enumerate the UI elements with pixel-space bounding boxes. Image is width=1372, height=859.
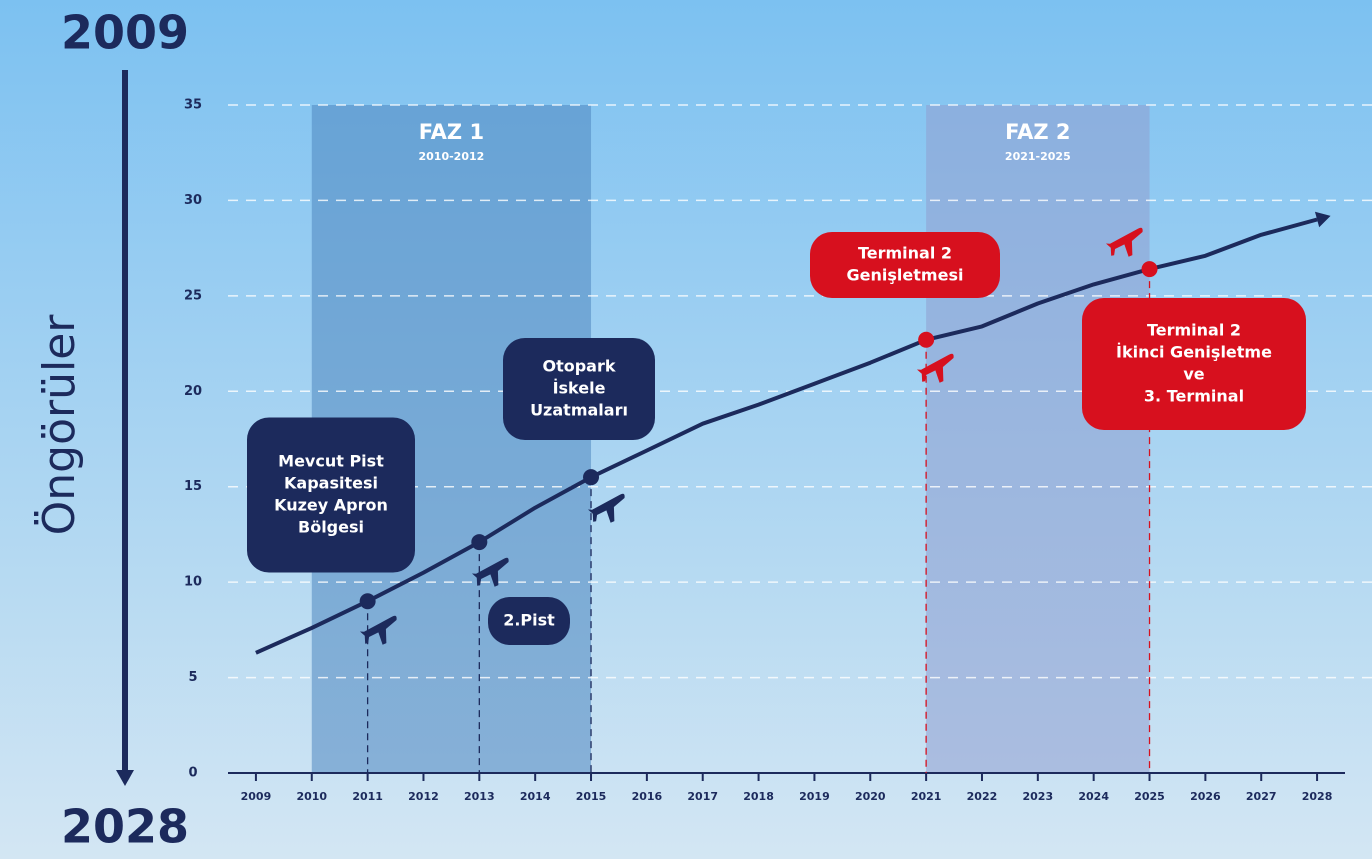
milestone-text: Terminal 2 bbox=[858, 244, 952, 263]
plane-icon bbox=[587, 493, 625, 523]
milestone-box bbox=[488, 597, 570, 645]
y-tick-label: 30 bbox=[184, 193, 202, 208]
phase-period: 2021-2025 bbox=[1005, 150, 1071, 163]
x-tick-label: 2012 bbox=[408, 790, 439, 803]
timeline-arrow-head bbox=[116, 770, 134, 786]
x-tick-label: 2020 bbox=[855, 790, 886, 803]
x-tick-label: 2013 bbox=[464, 790, 495, 803]
y-tick-label: 10 bbox=[184, 575, 202, 590]
y-tick-label: 35 bbox=[184, 98, 202, 113]
milestone-text: İskele bbox=[553, 379, 606, 398]
milestone-text: Mevcut Pist bbox=[278, 452, 384, 471]
trend-arrow-head bbox=[1314, 211, 1331, 228]
milestone-box bbox=[503, 338, 655, 440]
milestone-marker bbox=[471, 534, 488, 551]
milestone-text: Kapasitesi bbox=[284, 474, 378, 493]
x-tick-label: 2022 bbox=[967, 790, 998, 803]
x-tick-label: 2015 bbox=[576, 790, 607, 803]
milestone-marker bbox=[1141, 261, 1158, 278]
x-tick-label: 2014 bbox=[520, 790, 551, 803]
x-tick-label: 2025 bbox=[1134, 790, 1165, 803]
milestone-box bbox=[810, 232, 1000, 298]
x-tick-label: 2017 bbox=[687, 790, 718, 803]
x-tick-label: 2011 bbox=[352, 790, 383, 803]
phase-period: 2010-2012 bbox=[419, 150, 485, 163]
x-tick-label: 2016 bbox=[632, 790, 663, 803]
milestone-text: 2.Pist bbox=[503, 611, 555, 630]
milestone-text: Kuzey Apron bbox=[274, 496, 388, 515]
plane-icon bbox=[916, 353, 954, 383]
milestone-text: Uzatmaları bbox=[530, 401, 628, 420]
y-tick-label: 5 bbox=[188, 670, 197, 685]
y-tick-label: 0 bbox=[188, 766, 197, 781]
plane-icon bbox=[1105, 227, 1143, 257]
x-tick-label: 2021 bbox=[911, 790, 942, 803]
milestone-marker bbox=[359, 593, 376, 610]
phase-band bbox=[926, 105, 1150, 773]
x-tick-label: 2027 bbox=[1246, 790, 1277, 803]
trend-line bbox=[255, 217, 1318, 655]
plane-icon bbox=[471, 557, 509, 587]
milestone-marker bbox=[918, 331, 935, 348]
period-start: 2009 bbox=[61, 6, 189, 60]
x-tick-label: 2010 bbox=[296, 790, 327, 803]
x-tick-label: 2028 bbox=[1302, 790, 1333, 803]
milestone-marker bbox=[583, 469, 600, 486]
phase-name: FAZ 2 bbox=[1005, 120, 1070, 144]
x-tick-label: 2023 bbox=[1023, 790, 1054, 803]
milestone-text: Otopark bbox=[542, 357, 615, 376]
milestone-text: Genişletmesi bbox=[847, 266, 964, 285]
phase-name: FAZ 1 bbox=[419, 120, 484, 144]
milestone-text: 3. Terminal bbox=[1144, 387, 1244, 406]
x-tick-label: 2026 bbox=[1190, 790, 1221, 803]
x-tick-label: 2009 bbox=[241, 790, 272, 803]
milestone-box bbox=[1082, 298, 1306, 430]
milestone-text: Terminal 2 bbox=[1147, 321, 1241, 340]
milestone-text: ve bbox=[1183, 365, 1204, 384]
plane-icon bbox=[359, 615, 397, 645]
x-tick-label: 2019 bbox=[799, 790, 830, 803]
y-title: Öngörüler bbox=[33, 314, 85, 536]
milestone-box bbox=[247, 417, 415, 573]
x-tick-label: 2024 bbox=[1078, 790, 1109, 803]
milestone-text: Bölgesi bbox=[298, 518, 364, 537]
y-tick-label: 15 bbox=[184, 479, 202, 494]
x-tick-label: 2018 bbox=[743, 790, 774, 803]
milestone-text: İkinci Genişletme bbox=[1116, 343, 1272, 362]
period-end: 2028 bbox=[61, 800, 189, 854]
y-tick-label: 20 bbox=[184, 384, 202, 399]
y-tick-label: 25 bbox=[184, 288, 202, 303]
